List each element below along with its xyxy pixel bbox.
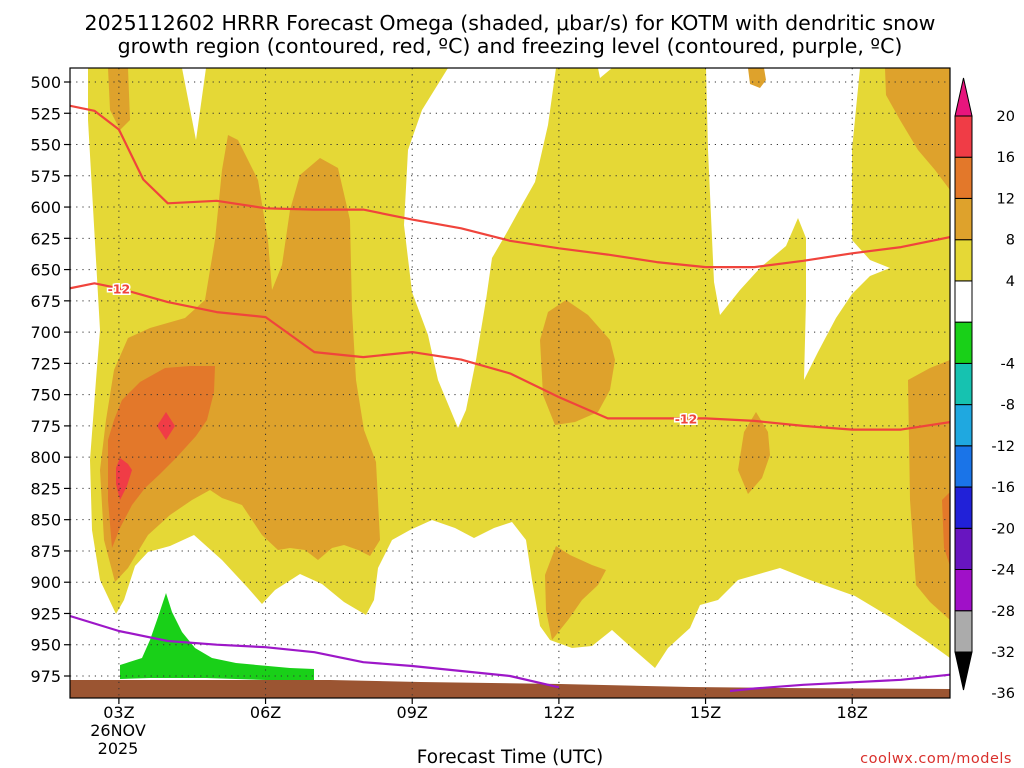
y-tick-label-850: 850 [30, 511, 61, 530]
omega-shading [70, 68, 950, 698]
colorbar-bin--32to-28 [954, 569, 973, 612]
colorbar-label-4: 4 [1006, 274, 1015, 290]
omega-shade-band-12-16-core [108, 366, 215, 548]
colorbar-label-12: 12 [997, 192, 1015, 208]
colorbar-bottom-arrow [954, 651, 973, 691]
x-tick-label-09Z: 09Z [397, 703, 428, 722]
colorbar-bin--36to-32 [954, 610, 973, 653]
y-tick-label-575: 575 [30, 167, 61, 186]
y-tick-label-950: 950 [30, 636, 61, 655]
omega-shade-band-8-12-main [100, 135, 380, 582]
omega-shade-band-8-12-right [885, 68, 950, 190]
contour-label-12-right: -12 [675, 411, 698, 426]
contour-lines: -12 -12 [70, 104, 950, 693]
colorbar-bin-12to16 [954, 156, 973, 199]
y-tick-label-750: 750 [30, 386, 61, 405]
x-tick-label-15Z: 15Z [690, 703, 721, 722]
contour-line-1 [70, 104, 950, 269]
omega-shade-band-8-12-low [545, 546, 606, 640]
x-tick-label-06Z: 06Z [250, 703, 281, 722]
x-date-day: 26NOV [90, 721, 146, 740]
colorbar-label--8: -8 [1001, 398, 1015, 414]
ground-surface [70, 680, 950, 698]
colorbar-bin-4to8 [954, 239, 973, 282]
colorbar-legend: 20 16 12 8 4 -4 -8 -12 -16 -20 -24 -28 -32 -36 [954, 77, 1015, 702]
y-tick-label-625: 625 [30, 229, 61, 248]
contour-label-12-left: -12 [108, 281, 131, 296]
omega-shade-band-4-8-sliver [576, 68, 588, 78]
y-axis: 500 525 550 575 600 625 650 675 700 725 750 775 800 8… [30, 73, 70, 686]
y-tick-label-875: 875 [30, 542, 61, 561]
y-tick-label-900: 900 [30, 573, 61, 592]
contour-line-2 [70, 614, 560, 689]
colorbar-label--20: -20 [991, 521, 1015, 537]
colorbar-bin-8to12 [954, 198, 973, 241]
x-axis: 03Z 06Z 09Z 12Z 15Z 18Z [103, 698, 868, 722]
omega-shade-band-8-12-top [748, 68, 766, 88]
colorbar-bin--20to-16 [954, 445, 973, 488]
colorbar-label--12: -12 [991, 439, 1015, 455]
y-tick-label-550: 550 [30, 136, 61, 155]
x-tick-label-03Z: 03Z [103, 703, 134, 722]
colorbar-bin--4to4 [954, 280, 973, 323]
colorbar-label--16: -16 [991, 480, 1015, 496]
colorbar-bin--28to-24 [954, 527, 973, 570]
y-tick-label-525: 525 [30, 104, 61, 123]
colorbar-label-16: 16 [997, 150, 1015, 166]
plot-area: -12 -12 [70, 68, 950, 698]
colorbar-label--28: -28 [991, 604, 1015, 620]
colorbar-bin--24to-20 [954, 486, 973, 529]
colorbar-label-8: 8 [1006, 233, 1015, 249]
colorbar-bin--12to-8 [954, 362, 973, 406]
x-date-year: 2025 [98, 739, 139, 758]
site-credit: coolwx.com/models [860, 751, 1012, 767]
colorbar-bin--8to-4 [954, 321, 973, 364]
colorbar-label--32: -32 [991, 645, 1015, 661]
omega-shade-band-8-12-mid [540, 300, 615, 425]
chart-title-line-2: growth region (contoured, red, ºC) and f… [118, 34, 903, 58]
y-tick-label-500: 500 [30, 73, 61, 92]
y-tick-label-825: 825 [30, 479, 61, 498]
colorbar-label-20: 20 [997, 109, 1015, 125]
colorbar-label--36: -36 [991, 686, 1015, 702]
omega-shade-band-neg4-8 [120, 593, 314, 680]
y-tick-label-925: 925 [30, 604, 61, 623]
omega-shade-band-8-12-right-low [908, 360, 950, 620]
omega-shade-band-16-20-a [157, 412, 175, 440]
y-tick-label-725: 725 [30, 354, 61, 373]
y-tick-label-775: 775 [30, 417, 61, 436]
x-tick-label-12Z: 12Z [543, 703, 574, 722]
omega-shade-band-16-20-b [116, 458, 132, 500]
plot-frame [69, 67, 951, 699]
colorbar-label--24: -24 [991, 563, 1015, 579]
y-tick-label-675: 675 [30, 292, 61, 311]
y-tick-label-650: 650 [30, 261, 61, 280]
contour-line-3 [729, 673, 950, 693]
omega-shade-band-8-12-tiny [738, 412, 770, 494]
x-axis-label: Forecast Time (UTC) [417, 747, 603, 768]
colorbar-label--4: -4 [1001, 356, 1015, 372]
contour-line-0 [70, 282, 950, 431]
y-tick-label-800: 800 [30, 448, 61, 467]
y-tick-label-975: 975 [30, 667, 61, 686]
colorbar-bin--16to-12 [954, 404, 973, 447]
x-tick-label-18Z: 18Z [837, 703, 868, 722]
colorbar-top-arrow [954, 77, 973, 117]
y-tick-label-600: 600 [30, 198, 61, 217]
omega-shade-band-12-16-edge [942, 492, 950, 566]
chart-title-line-1: 2025112602 HRRR Forecast Omega (shaded, … [85, 11, 936, 35]
colorbar-bin-16to20 [954, 115, 973, 158]
y-tick-label-700: 700 [30, 323, 61, 342]
